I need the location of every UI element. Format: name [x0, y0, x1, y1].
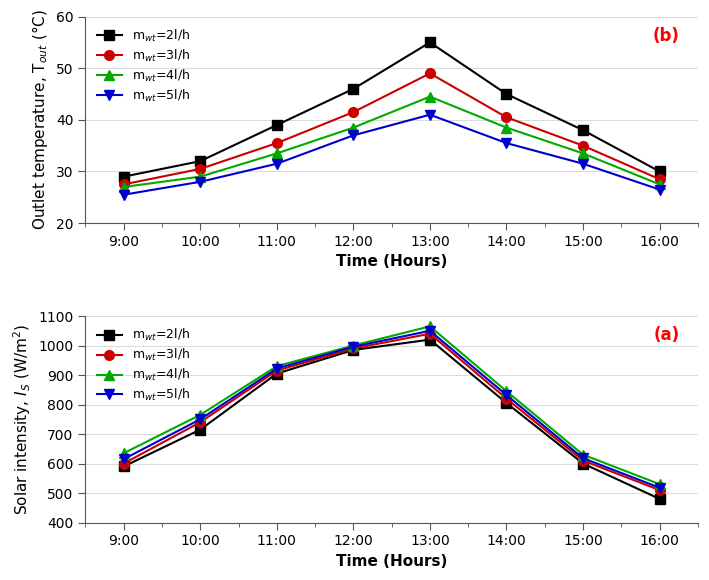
m$_{wt}$=5l/h	[579, 160, 587, 167]
m$_{wt}$=5l/h	[272, 160, 281, 167]
m$_{wt}$=5l/h	[425, 111, 434, 118]
m$_{wt}$=3l/h	[579, 142, 587, 149]
Y-axis label: Solar intensity, $I_S$ (W/m$^2$): Solar intensity, $I_S$ (W/m$^2$)	[11, 324, 33, 515]
m$_{wt}$=4l/h	[119, 450, 128, 456]
m$_{wt}$=5l/h	[196, 178, 204, 185]
m$_{wt}$=4l/h	[655, 181, 664, 188]
m$_{wt}$=4l/h	[349, 124, 357, 131]
m$_{wt}$=5l/h	[196, 416, 204, 423]
m$_{wt}$=5l/h	[502, 392, 510, 398]
m$_{wt}$=4l/h	[196, 173, 204, 180]
m$_{wt}$=4l/h	[502, 124, 510, 131]
m$_{wt}$=5l/h	[425, 327, 434, 334]
m$_{wt}$=4l/h	[119, 183, 128, 190]
m$_{wt}$=3l/h	[349, 108, 357, 115]
m$_{wt}$=5l/h	[349, 343, 357, 350]
m$_{wt}$=2l/h	[196, 158, 204, 165]
m$_{wt}$=3l/h	[655, 176, 664, 183]
Line: m$_{wt}$=3l/h: m$_{wt}$=3l/h	[119, 68, 664, 189]
m$_{wt}$=5l/h	[502, 140, 510, 147]
Line: m$_{wt}$=5l/h: m$_{wt}$=5l/h	[119, 326, 664, 492]
m$_{wt}$=2l/h	[119, 173, 128, 180]
m$_{wt}$=2l/h	[502, 90, 510, 97]
m$_{wt}$=3l/h	[272, 367, 281, 374]
m$_{wt}$=2l/h	[502, 400, 510, 407]
Text: (a): (a)	[654, 327, 679, 345]
m$_{wt}$=4l/h	[425, 93, 434, 100]
m$_{wt}$=2l/h	[425, 336, 434, 343]
m$_{wt}$=3l/h	[272, 140, 281, 147]
m$_{wt}$=4l/h	[349, 342, 357, 349]
m$_{wt}$=5l/h	[655, 186, 664, 193]
m$_{wt}$=3l/h	[502, 395, 510, 402]
m$_{wt}$=4l/h	[579, 150, 587, 157]
m$_{wt}$=3l/h	[425, 330, 434, 337]
m$_{wt}$=5l/h	[579, 455, 587, 462]
m$_{wt}$=4l/h	[579, 451, 587, 458]
m$_{wt}$=3l/h	[655, 487, 664, 494]
m$_{wt}$=2l/h	[196, 426, 204, 433]
Legend: m$_{wt}$=2l/h, m$_{wt}$=3l/h, m$_{wt}$=4l/h, m$_{wt}$=5l/h: m$_{wt}$=2l/h, m$_{wt}$=3l/h, m$_{wt}$=4…	[91, 322, 195, 408]
m$_{wt}$=4l/h	[272, 362, 281, 369]
m$_{wt}$=2l/h	[579, 126, 587, 133]
Text: (b): (b)	[653, 27, 679, 45]
Legend: m$_{wt}$=2l/h, m$_{wt}$=3l/h, m$_{wt}$=4l/h, m$_{wt}$=5l/h: m$_{wt}$=2l/h, m$_{wt}$=3l/h, m$_{wt}$=4…	[91, 23, 195, 108]
m$_{wt}$=3l/h	[119, 460, 128, 467]
m$_{wt}$=5l/h	[119, 456, 128, 463]
m$_{wt}$=2l/h	[425, 39, 434, 46]
m$_{wt}$=2l/h	[655, 495, 664, 502]
m$_{wt}$=2l/h	[579, 460, 587, 467]
X-axis label: Time (Hours): Time (Hours)	[336, 255, 447, 270]
Y-axis label: Outlet temperature, T$_{out}$ (°C): Outlet temperature, T$_{out}$ (°C)	[30, 9, 50, 230]
m$_{wt}$=4l/h	[502, 388, 510, 395]
m$_{wt}$=5l/h	[655, 484, 664, 491]
m$_{wt}$=4l/h	[196, 411, 204, 418]
m$_{wt}$=4l/h	[425, 323, 434, 330]
Line: m$_{wt}$=2l/h: m$_{wt}$=2l/h	[119, 38, 664, 182]
m$_{wt}$=3l/h	[579, 457, 587, 464]
m$_{wt}$=3l/h	[349, 345, 357, 352]
m$_{wt}$=5l/h	[272, 365, 281, 372]
m$_{wt}$=4l/h	[655, 481, 664, 488]
m$_{wt}$=3l/h	[196, 419, 204, 426]
X-axis label: Time (Hours): Time (Hours)	[336, 554, 447, 569]
m$_{wt}$=2l/h	[655, 168, 664, 175]
m$_{wt}$=3l/h	[502, 114, 510, 121]
Line: m$_{wt}$=3l/h: m$_{wt}$=3l/h	[119, 329, 664, 495]
m$_{wt}$=3l/h	[425, 70, 434, 77]
Line: m$_{wt}$=4l/h: m$_{wt}$=4l/h	[119, 321, 664, 489]
m$_{wt}$=3l/h	[196, 165, 204, 172]
Line: m$_{wt}$=4l/h: m$_{wt}$=4l/h	[119, 92, 664, 192]
m$_{wt}$=2l/h	[272, 370, 281, 377]
m$_{wt}$=2l/h	[119, 463, 128, 470]
m$_{wt}$=3l/h	[119, 181, 128, 188]
m$_{wt}$=5l/h	[349, 132, 357, 139]
m$_{wt}$=2l/h	[349, 346, 357, 353]
m$_{wt}$=5l/h	[119, 191, 128, 198]
m$_{wt}$=2l/h	[272, 122, 281, 129]
m$_{wt}$=4l/h	[272, 150, 281, 157]
Line: m$_{wt}$=2l/h: m$_{wt}$=2l/h	[119, 335, 664, 504]
Line: m$_{wt}$=5l/h: m$_{wt}$=5l/h	[119, 110, 664, 200]
m$_{wt}$=2l/h	[349, 85, 357, 92]
